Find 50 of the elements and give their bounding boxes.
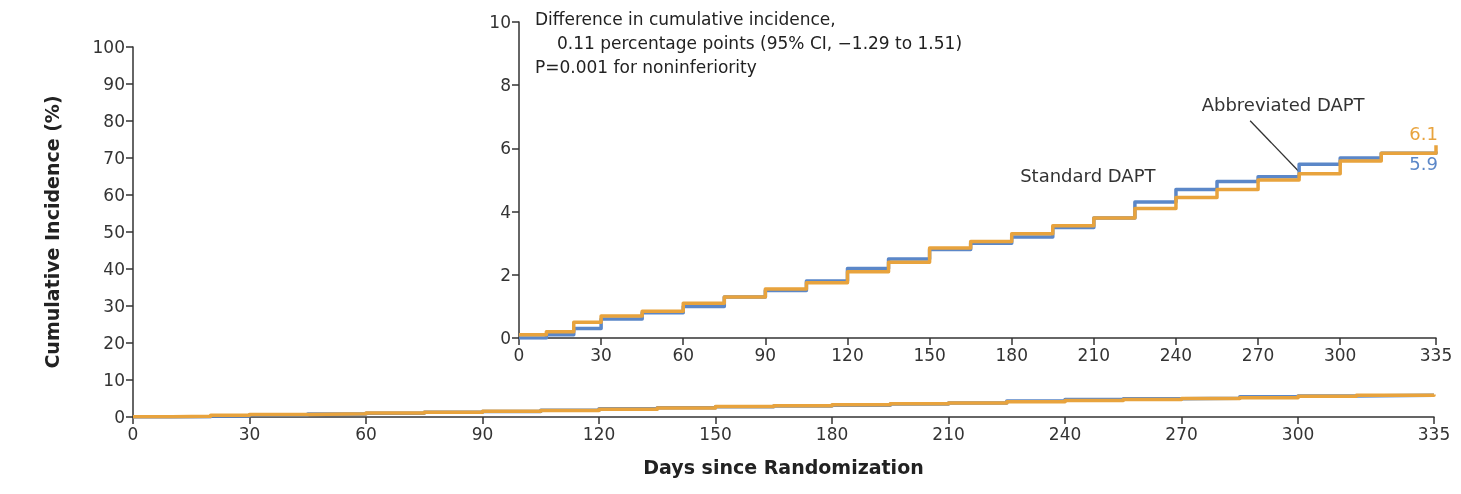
x-tick-label: 240 xyxy=(1159,344,1193,365)
annotation: 6.1 xyxy=(1409,122,1438,144)
y-axis-title: Cumulative Incidence (%) xyxy=(40,95,63,369)
annotation: Difference in cumulative incidence, xyxy=(535,8,836,29)
y-tick-label: 100 xyxy=(92,37,125,57)
x-tick-label: 270 xyxy=(1241,344,1275,365)
annotation: 5.9 xyxy=(1409,153,1438,175)
y-tick-label: 30 xyxy=(103,296,125,316)
annotation: P=0.001 for noninferiority xyxy=(535,56,757,77)
y-tick-label: 70 xyxy=(103,148,125,168)
x-tick-label: 120 xyxy=(582,423,616,444)
annotation: 0.11 percentage points (95% CI, −1.29 to 1.51) xyxy=(557,32,963,53)
x-tick-label: 150 xyxy=(913,344,946,365)
y-tick-label: 10 xyxy=(103,370,125,390)
x-tick-label: 180 xyxy=(815,423,849,444)
y-tick-label: 0 xyxy=(114,407,125,427)
x-tick-label: 0 xyxy=(127,423,139,444)
y-tick-label: 40 xyxy=(103,259,125,279)
x-tick-label: 0 xyxy=(513,344,525,365)
x-tick-label: 210 xyxy=(932,423,965,444)
y-tick-label: 6 xyxy=(500,138,511,159)
y-tick-label: 90 xyxy=(103,74,125,94)
x-tick-label: 335 xyxy=(1419,344,1453,365)
x-tick-label: 90 xyxy=(471,423,494,444)
x-tick-label: 60 xyxy=(355,423,377,444)
y-tick-label: 2 xyxy=(500,264,511,285)
y-tick-label: 10 xyxy=(489,12,511,32)
x-tick-label: 300 xyxy=(1281,423,1315,444)
y-tick-label: 20 xyxy=(103,333,125,353)
x-tick-label: 300 xyxy=(1323,344,1357,365)
y-tick-label: 4 xyxy=(500,201,511,222)
y-tick-label: 80 xyxy=(103,111,125,131)
x-tick-label: 30 xyxy=(238,423,261,444)
text: Abbreviated DAPT xyxy=(1201,94,1366,116)
x-tick-label: 150 xyxy=(699,423,732,444)
y-tick-label: 0 xyxy=(500,328,511,348)
x-axis-title: Days since Randomization xyxy=(643,455,924,478)
x-tick-label: 90 xyxy=(754,344,777,365)
x-tick-label: 30 xyxy=(590,344,612,365)
x-tick-label: 60 xyxy=(672,344,695,365)
x-tick-label: 120 xyxy=(831,344,864,365)
y-tick-label: 8 xyxy=(500,75,511,96)
y-tick-label: 60 xyxy=(103,185,125,205)
x-tick-label: 240 xyxy=(1048,423,1082,444)
x-tick-label: 335 xyxy=(1417,423,1451,444)
series-label: Standard DAPT xyxy=(1020,165,1157,187)
x-tick-label: 180 xyxy=(995,344,1028,365)
y-tick-label: 50 xyxy=(103,222,125,242)
x-tick-label: 210 xyxy=(1077,344,1111,365)
x-tick-label: 270 xyxy=(1165,423,1198,444)
